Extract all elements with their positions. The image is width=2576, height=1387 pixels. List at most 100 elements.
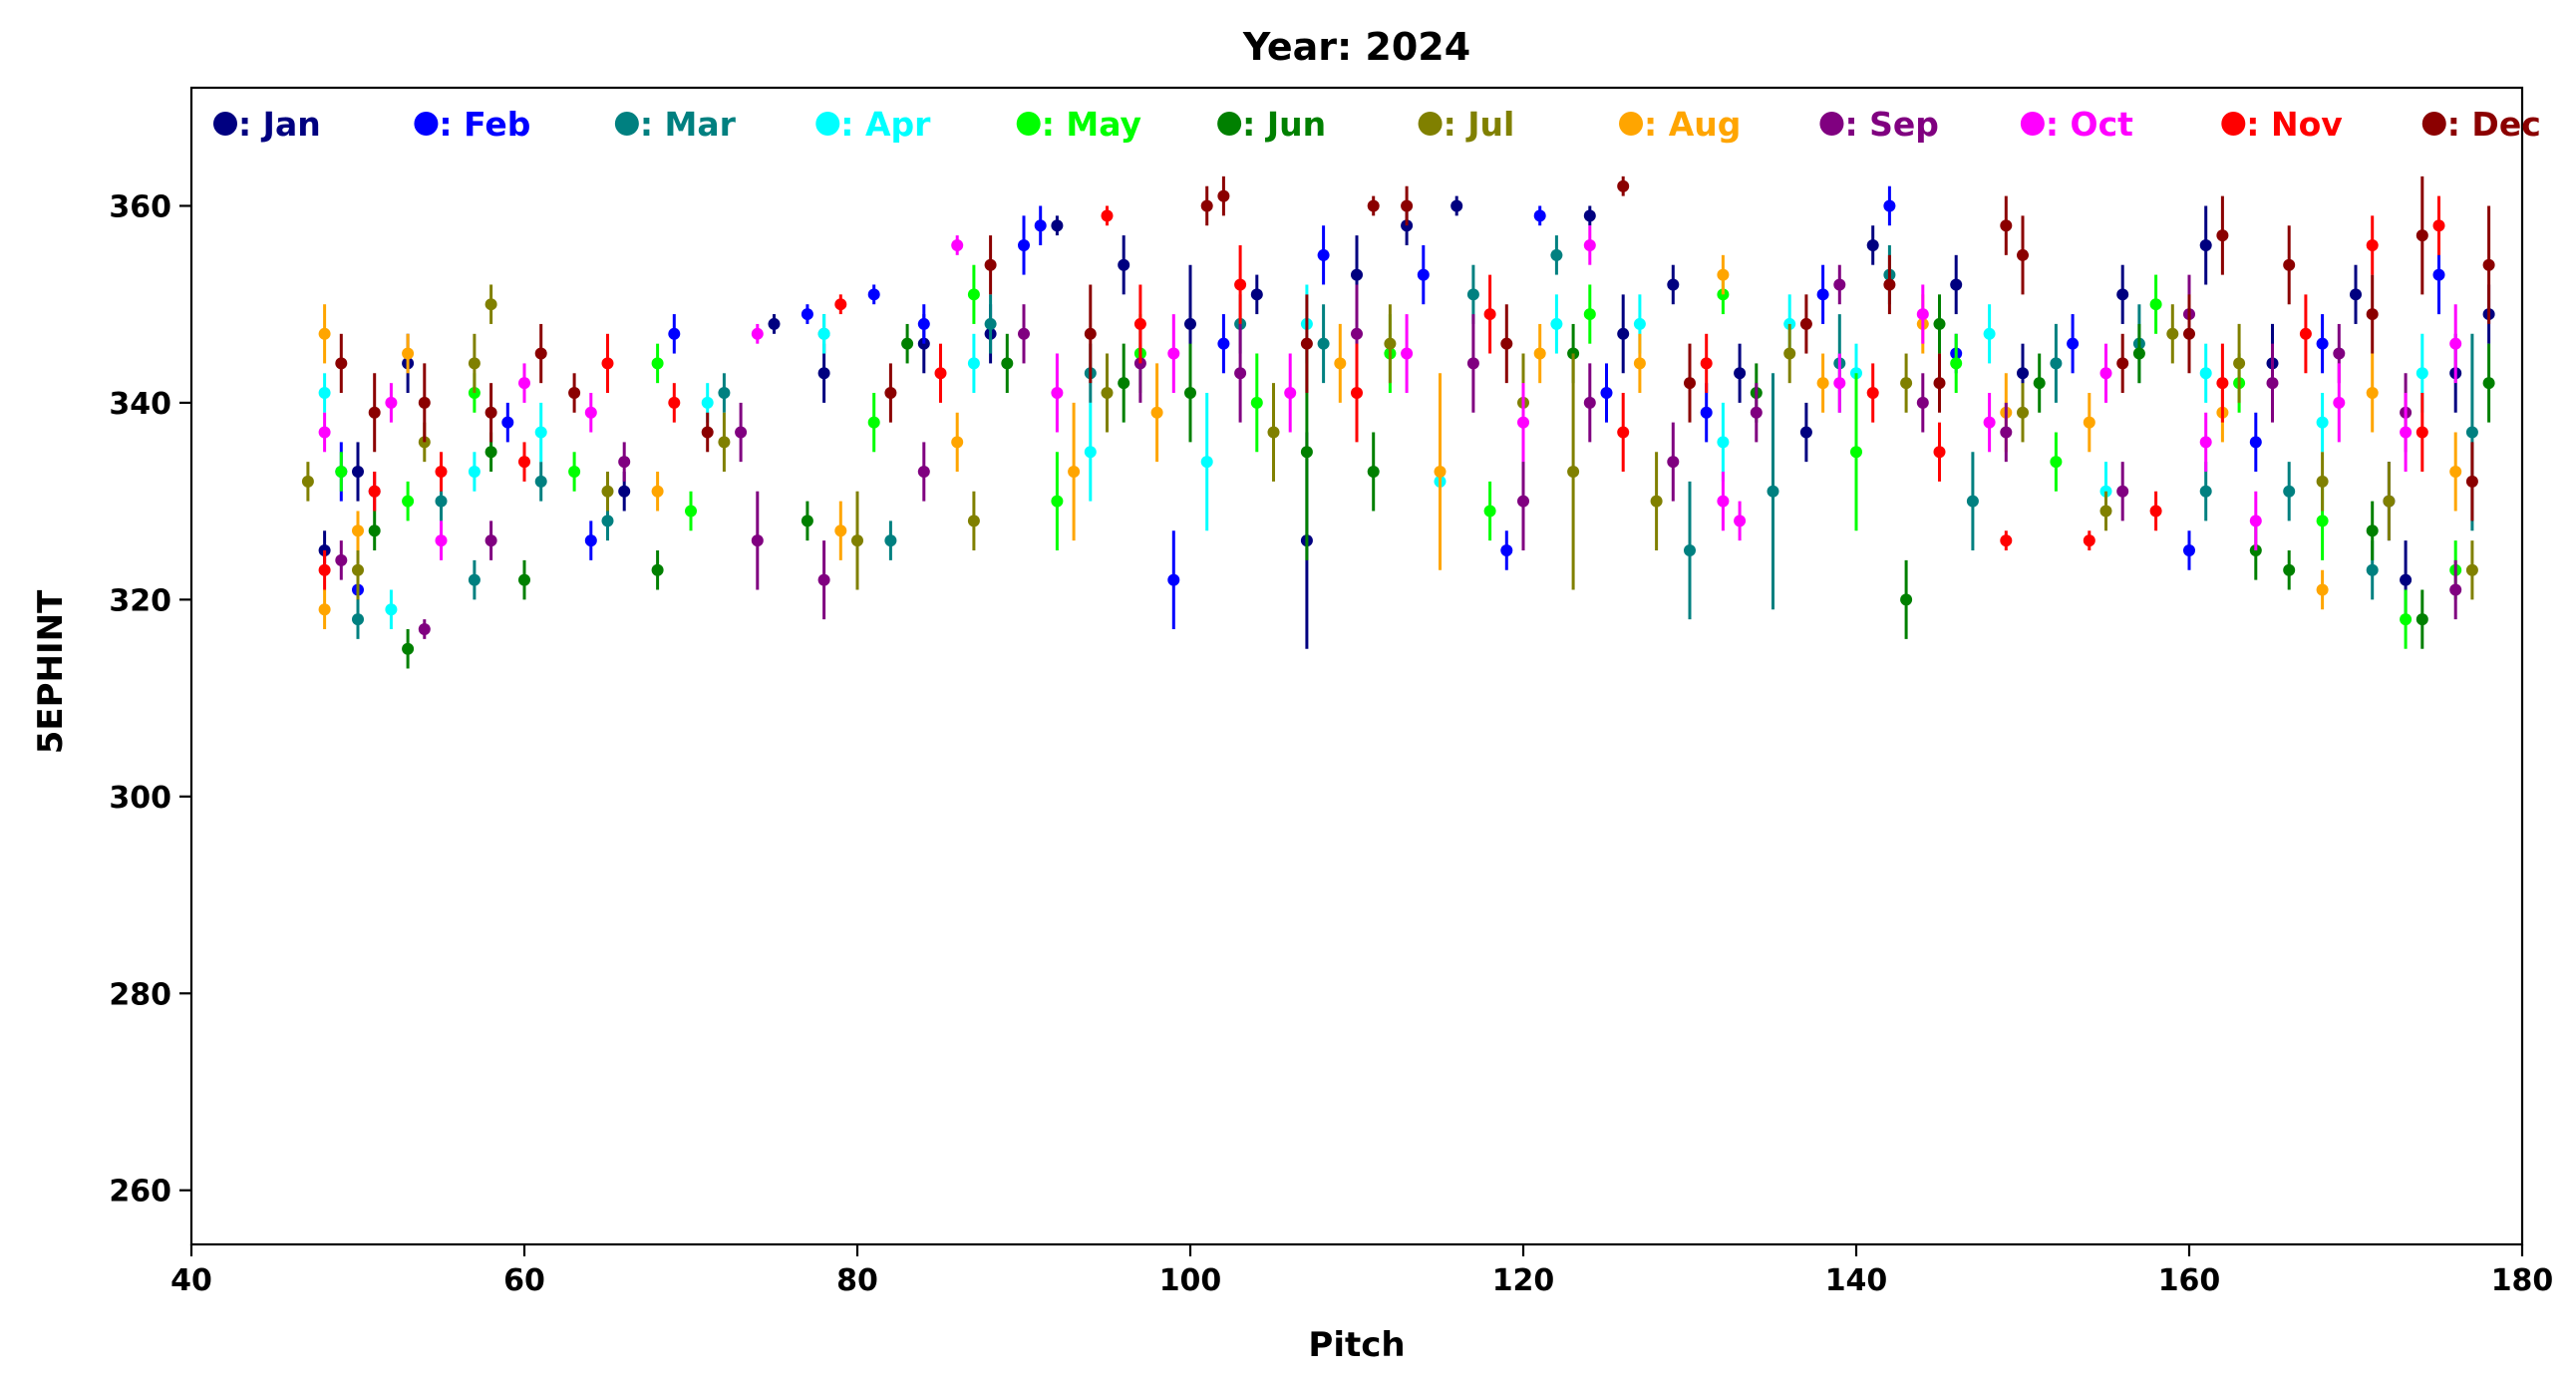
data-point: [1617, 426, 1630, 439]
legend: : Jan: Feb: Mar: Apr: May: Jun: Jul: Aug…: [213, 105, 2541, 144]
data-point: [2216, 377, 2229, 390]
data-point: [318, 426, 331, 439]
plot-area-frame: [189, 86, 2524, 1246]
data-point: [1734, 515, 1747, 527]
data-point: [967, 357, 980, 370]
data-point: [2465, 563, 2478, 576]
series-jul: [301, 284, 2478, 600]
data-point: [984, 317, 997, 330]
data-point: [584, 534, 597, 547]
data-point: [2149, 505, 2162, 518]
data-point: [834, 524, 847, 537]
data-point: [2482, 258, 2495, 271]
data-point: [618, 456, 631, 469]
data-point: [618, 485, 631, 498]
data-point: [984, 258, 997, 271]
data-point: [685, 505, 697, 518]
data-point: [518, 573, 530, 586]
data-point: [1367, 466, 1380, 479]
data-point: [2266, 377, 2279, 390]
legend-marker: [1016, 112, 1041, 136]
data-point: [568, 466, 581, 479]
data-point: [1384, 337, 1397, 350]
data-point: [1684, 377, 1696, 390]
data-point: [1466, 357, 1479, 370]
data-point: [2149, 298, 2162, 311]
data-point: [2116, 288, 2129, 301]
data-point: [1034, 219, 1047, 232]
data-point: [2000, 534, 2013, 547]
data-point: [2366, 308, 2379, 321]
data-point: [2316, 583, 2329, 596]
data-point: [484, 534, 497, 547]
data-point: [1068, 466, 1081, 479]
data-point: [2233, 357, 2246, 370]
data-point: [2415, 229, 2428, 242]
data-point: [751, 534, 764, 547]
legend-label: : Nov: [2246, 105, 2343, 144]
data-point: [718, 436, 731, 449]
data-point: [301, 475, 314, 488]
data-point: [418, 622, 431, 635]
data-point: [1250, 396, 1263, 409]
data-point: [318, 327, 331, 340]
data-point: [468, 357, 481, 370]
data-point: [501, 416, 514, 429]
data-point: [1184, 387, 1196, 400]
data-point: [2449, 337, 2462, 350]
legend-entry: : Jun: [1217, 105, 1326, 144]
data-point: [1533, 347, 1546, 360]
data-point: [2415, 613, 2428, 626]
data-point: [668, 327, 681, 340]
data-point: [2249, 515, 2262, 527]
data-point: [2249, 436, 2262, 449]
data-point: [2465, 426, 2478, 439]
data-point: [651, 357, 664, 370]
legend-entry: : Aug: [1619, 105, 1741, 144]
data-point: [834, 298, 847, 311]
series-dec: [335, 175, 2495, 521]
legend-marker: [2221, 112, 2246, 136]
data-point: [1133, 317, 1146, 330]
data-point: [1051, 387, 1064, 400]
data-point: [1317, 248, 1330, 261]
data-point: [1850, 446, 1862, 459]
data-point: [2017, 406, 2029, 419]
data-point: [568, 387, 581, 400]
data-point: [1018, 238, 1030, 251]
data-point: [1351, 268, 1363, 281]
data-point: [1167, 347, 1180, 360]
data-point: [1734, 367, 1747, 380]
data-point: [2132, 347, 2145, 360]
data-point: [1550, 248, 1563, 261]
data-point: [967, 515, 980, 527]
data-point: [385, 603, 398, 616]
data-point: [1583, 209, 1596, 222]
data-point: [2449, 583, 2462, 596]
legend-marker: [1217, 112, 1242, 136]
data-point: [435, 495, 448, 508]
data-point: [1667, 456, 1680, 469]
legend-entry: : Apr: [815, 105, 931, 144]
data-point: [1051, 495, 1064, 508]
data-point: [368, 524, 381, 537]
legend-label: : Jan: [238, 105, 321, 144]
data-point: [2482, 377, 2495, 390]
data-point: [2199, 367, 2212, 380]
data-point: [2366, 524, 2379, 537]
data-point: [1583, 238, 1596, 251]
data-point: [1717, 268, 1730, 281]
data-point: [1483, 308, 1496, 321]
series-oct: [318, 225, 2462, 560]
data-point: [934, 367, 947, 380]
data-point: [801, 515, 813, 527]
data-point: [668, 396, 681, 409]
data-point: [352, 524, 364, 537]
data-point: [651, 563, 664, 576]
data-point: [884, 387, 897, 400]
data-point: [1983, 416, 1996, 429]
data-point: [1217, 189, 1230, 202]
data-point: [1118, 258, 1130, 271]
legend-marker: [1418, 112, 1443, 136]
data-point: [817, 327, 830, 340]
